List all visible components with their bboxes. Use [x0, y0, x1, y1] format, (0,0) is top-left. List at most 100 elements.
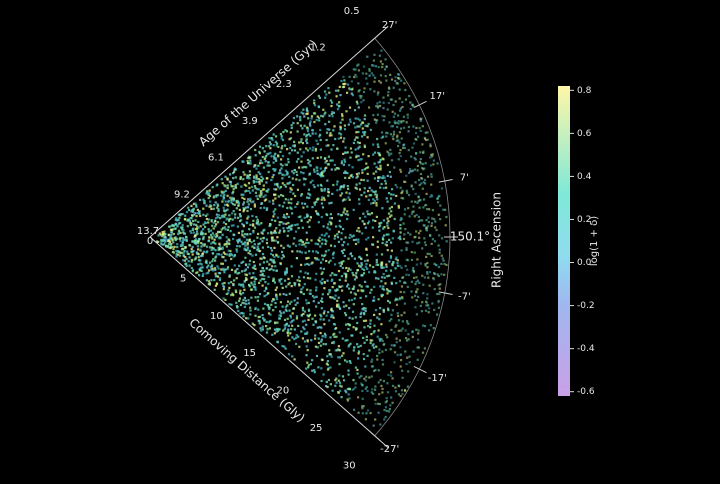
- point: [316, 115, 319, 118]
- point: [355, 173, 359, 176]
- point: [313, 120, 316, 124]
- point: [407, 370, 410, 373]
- point: [399, 219, 402, 222]
- point: [431, 153, 434, 156]
- point: [207, 218, 210, 221]
- point: [265, 208, 268, 211]
- point: [341, 375, 345, 378]
- point: [391, 98, 394, 101]
- point: [375, 170, 378, 173]
- point: [182, 254, 185, 257]
- point: [248, 263, 251, 266]
- point: [366, 259, 369, 262]
- point: [386, 288, 389, 291]
- point: [273, 193, 276, 196]
- point: [254, 286, 257, 289]
- point: [253, 226, 257, 229]
- point: [397, 122, 400, 125]
- point: [218, 244, 221, 247]
- point: [307, 241, 310, 244]
- point: [287, 161, 290, 164]
- point: [303, 178, 306, 181]
- point: [374, 309, 378, 312]
- point: [423, 241, 427, 244]
- point: [343, 254, 346, 257]
- point: [296, 250, 299, 253]
- point: [390, 152, 393, 155]
- point: [301, 240, 305, 244]
- point: [287, 324, 290, 327]
- point: [287, 215, 290, 218]
- point: [215, 213, 218, 216]
- point: [292, 192, 295, 195]
- point: [327, 367, 330, 370]
- point: [302, 112, 305, 115]
- point: [419, 262, 422, 265]
- point: [237, 204, 240, 207]
- point: [388, 154, 391, 157]
- point: [226, 184, 229, 187]
- point: [305, 112, 308, 116]
- point: [323, 287, 326, 290]
- point: [360, 95, 363, 98]
- point: [365, 386, 368, 389]
- point: [385, 400, 388, 403]
- point: [308, 219, 311, 222]
- point: [266, 328, 269, 331]
- point: [238, 208, 241, 211]
- point: [182, 229, 185, 232]
- point: [270, 252, 273, 255]
- point: [202, 235, 205, 238]
- point: [414, 131, 418, 135]
- point: [224, 223, 228, 226]
- point: [330, 316, 333, 319]
- point: [256, 245, 259, 248]
- point: [364, 124, 367, 127]
- point: [164, 244, 168, 247]
- point: [438, 248, 441, 251]
- point: [208, 189, 211, 192]
- point: [423, 347, 426, 350]
- point: [267, 232, 270, 235]
- point: [355, 276, 358, 279]
- point: [342, 186, 345, 189]
- wedge-edge: [149, 236, 389, 449]
- point: [376, 316, 379, 319]
- point: [273, 281, 276, 284]
- point: [389, 197, 393, 200]
- point: [391, 377, 394, 380]
- point: [168, 240, 171, 243]
- point: [306, 331, 309, 334]
- point: [430, 164, 433, 167]
- point: [366, 267, 369, 270]
- point: [414, 181, 417, 184]
- point: [277, 145, 280, 148]
- point: [384, 282, 387, 285]
- point: [276, 329, 279, 332]
- point: [324, 343, 328, 346]
- point: [349, 291, 353, 294]
- point: [400, 127, 403, 130]
- point: [211, 267, 214, 270]
- point: [348, 307, 351, 310]
- point: [273, 157, 276, 160]
- point: [356, 368, 359, 371]
- point: [174, 227, 177, 230]
- point: [273, 183, 277, 186]
- point: [276, 183, 279, 186]
- point: [348, 176, 351, 179]
- point: [320, 188, 323, 191]
- point: [227, 201, 230, 204]
- point: [429, 145, 432, 148]
- point: [294, 303, 297, 306]
- point: [252, 175, 256, 178]
- point: [268, 306, 271, 309]
- point: [256, 197, 259, 200]
- point: [370, 375, 373, 378]
- point: [258, 182, 261, 185]
- point: [311, 261, 314, 264]
- point: [428, 208, 431, 211]
- point: [400, 79, 403, 82]
- point: [214, 272, 217, 275]
- point: [321, 206, 325, 209]
